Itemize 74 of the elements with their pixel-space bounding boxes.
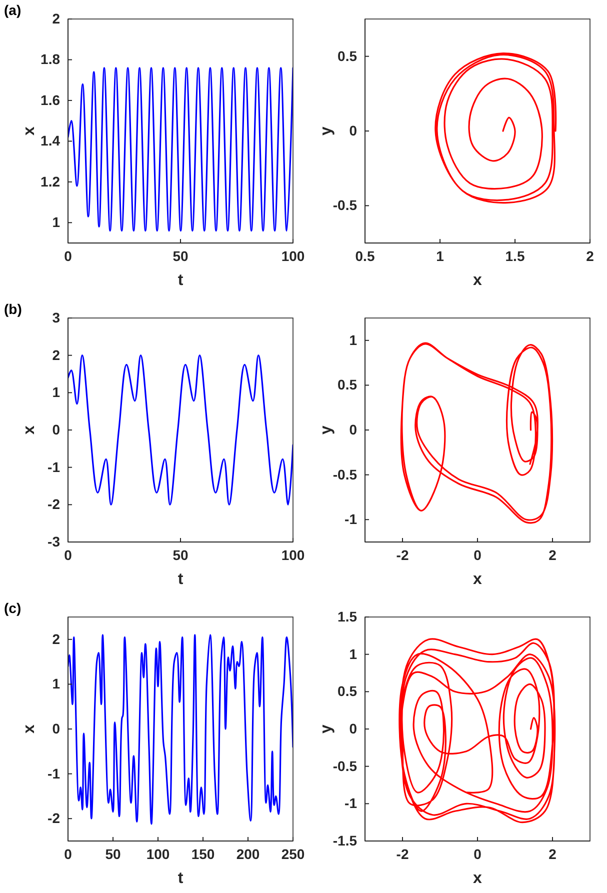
line-series <box>398 638 556 824</box>
x-tick-label: 100 <box>146 846 170 862</box>
y-tick-label: 1 <box>52 384 60 400</box>
y-tick-label: 1.6 <box>40 92 60 108</box>
y-tick-label: 1.5 <box>338 608 358 624</box>
y-tick-label: 0 <box>349 122 358 138</box>
x-tick-label: 50 <box>172 248 188 264</box>
x-tick-label: 100 <box>281 248 305 264</box>
y-tick-label: 1.2 <box>40 173 60 190</box>
x-tick-label: -2 <box>396 846 409 862</box>
y-tick-label: -1 <box>48 765 60 782</box>
y-tick-label: 0 <box>52 421 60 438</box>
y-tick-label: 0 <box>349 720 358 736</box>
x-tick-label: 0 <box>64 846 72 862</box>
y-tick-label: 1 <box>52 214 60 230</box>
x-axis-title: x <box>473 272 482 289</box>
y-axis-title: y <box>318 126 335 136</box>
x-tick-label: 0 <box>64 248 72 264</box>
x-tick-label: 50 <box>172 546 188 563</box>
line-series <box>68 354 293 506</box>
x-tick-label: 1 <box>436 248 444 264</box>
y-tick-label: -2 <box>48 810 60 826</box>
y-tick-label: -1.5 <box>332 832 358 848</box>
y-tick-label: 2 <box>52 10 60 26</box>
y-tick-label: 2 <box>52 630 60 647</box>
x-tick-label: 2 <box>548 846 557 862</box>
y-axis-title: x <box>21 126 38 136</box>
y-axis-title: x <box>21 425 38 434</box>
x-axis-title: t <box>178 571 184 588</box>
x-tick-label: 1.5 <box>505 248 525 264</box>
y-tick-label: 1 <box>349 332 358 348</box>
y-axis-title: y <box>318 425 335 434</box>
y-tick-label: 3 <box>52 309 60 326</box>
y-tick-label: -0.5 <box>332 197 358 214</box>
y-tick-label: 0.5 <box>338 683 358 700</box>
y-tick-label: -1 <box>344 795 358 812</box>
x-tick-label: 150 <box>191 846 215 862</box>
y-tick-label: 0 <box>349 421 358 438</box>
y-tick-label: 2 <box>52 346 60 363</box>
y-tick-label: 0.5 <box>338 376 358 393</box>
x-tick-label: 2 <box>548 546 557 563</box>
x-tick-label: 2 <box>586 248 594 264</box>
x-tick-label: 0 <box>474 846 482 862</box>
y-tick-label: -0.5 <box>332 466 358 482</box>
y-tick-label: 1.4 <box>40 132 60 149</box>
x-axis-title: t <box>178 870 184 887</box>
x-axis-title: x <box>473 571 482 588</box>
y-tick-label: 1 <box>349 646 358 662</box>
y-tick-label: 0 <box>52 720 60 736</box>
y-tick-label: 1.8 <box>40 51 60 68</box>
y-tick-label: -0.5 <box>332 758 358 774</box>
x-tick-label: 100 <box>281 546 305 563</box>
y-tick-label: -3 <box>48 533 60 550</box>
line-series <box>434 52 557 204</box>
y-tick-label: 0.5 <box>338 48 358 64</box>
line-series <box>68 634 293 825</box>
chart-title: (a) <box>4 2 22 18</box>
x-tick-label: 200 <box>236 846 260 862</box>
y-tick-label: -1 <box>344 511 358 528</box>
y-tick-label: -2 <box>48 496 60 512</box>
chart-title: (b) <box>4 301 22 317</box>
x-axis-title: x <box>473 870 482 887</box>
x-tick-label: 50 <box>105 846 121 862</box>
y-axis-title: x <box>21 724 38 734</box>
x-axis-title: t <box>178 272 184 289</box>
y-tick-label: -1 <box>48 458 60 475</box>
x-tick-label: 250 <box>281 846 305 862</box>
line-series <box>68 67 293 232</box>
x-tick-label: 0 <box>64 546 72 563</box>
x-tick-label: 0 <box>474 546 482 563</box>
chart-title: (c) <box>4 600 22 616</box>
x-tick-label: -2 <box>396 546 409 563</box>
y-tick-label: 1 <box>52 676 60 692</box>
y-axis-title: y <box>318 724 335 734</box>
